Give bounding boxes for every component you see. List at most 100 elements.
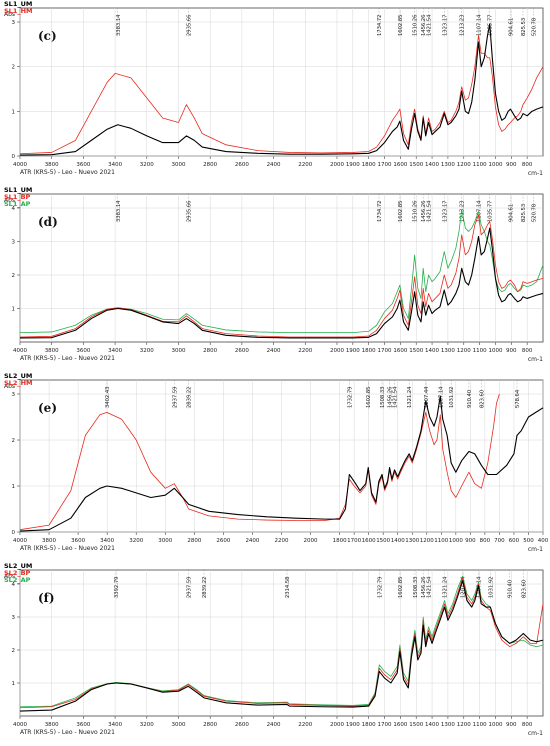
x-tick-label: 3800 (45, 348, 59, 354)
legend-entry: SL2_AP (4, 576, 31, 584)
y-tick-label: 3 (12, 392, 16, 398)
peak-label: 1323.17 (442, 201, 448, 222)
x-tick-label: 2200 (275, 538, 289, 544)
spectrum-line (19, 575, 544, 708)
x-tick-label: 1400 (425, 722, 439, 728)
panel-label: (f) (38, 591, 55, 605)
x-tick-label: 3000 (158, 538, 172, 544)
x-tick-label: 3200 (140, 348, 154, 354)
peak-label: 1456.26 (421, 201, 427, 222)
peak-label: 1508.33 (380, 387, 386, 408)
x-tick-label: 1500 (409, 722, 423, 728)
peak-label: 3402.43 (105, 387, 111, 408)
x-axis-unit: cm-1 (528, 546, 543, 553)
x-tick-label: 4000 (13, 538, 27, 544)
x-tick-label: 1300 (441, 348, 455, 354)
peak-label: 1421.54 (427, 576, 433, 598)
spectrum-panel: 4000 3800 3600 3400 3200 3000 2800 2600 2400 2200… (0, 372, 550, 562)
x-tick-label: 4000 (13, 348, 27, 354)
spectrum-line (19, 23, 544, 156)
peak-label: 2937.59 (186, 577, 192, 598)
peak-label: 1602.85 (398, 201, 404, 222)
peak-label: 1031.92 (449, 387, 455, 408)
peak-label: 1323.17 (442, 15, 448, 36)
peak-label: 1321.24 (407, 386, 413, 408)
y-axis-title: Abs (4, 573, 15, 580)
peak-label: 1421.54 (393, 386, 399, 408)
x-axis-unit: cm-1 (528, 170, 543, 177)
x-tick-label: 700 (494, 538, 505, 544)
x-tick-label: 1000 (488, 162, 502, 168)
x-tick-label: 900 (465, 538, 476, 544)
spectrum-line (19, 395, 544, 532)
peak-label: 2937.59 (172, 387, 178, 408)
peak-label: 1213.23 (460, 201, 466, 222)
peak-label: 910.40 (508, 580, 514, 598)
peak-label: 1421.54 (427, 200, 433, 222)
x-axis-unit: cm-1 (528, 356, 543, 363)
peak-label: 1456.26 (421, 15, 427, 36)
spectrum-line (19, 227, 544, 339)
x-tick-label: 1500 (409, 162, 423, 168)
x-tick-label: 2800 (203, 348, 217, 354)
peak-label: 1107.14 (438, 386, 444, 408)
instrument-footer: ATR (KRS-5) - Leo - Nuevo 2021 (20, 729, 115, 736)
spectrum-panel: 4000 3800 3600 3400 3200 3000 2800 2600 2400 2200… (0, 186, 550, 372)
x-tick-label: 1600 (393, 162, 407, 168)
peak-label: 1508.33 (413, 577, 419, 598)
spectrum-line (19, 580, 544, 712)
spectrum-panel: 4000 3800 3600 3400 3200 3000 2800 2600 2400 2200… (0, 0, 550, 186)
x-tick-label: 1200 (457, 162, 471, 168)
y-tick-label: 4 (12, 206, 16, 212)
x-tick-label: 3200 (129, 538, 143, 544)
peak-label: 904.61 (509, 204, 515, 222)
x-tick-label: 3000 (171, 722, 185, 728)
x-tick-label: 2400 (267, 722, 281, 728)
peak-label: 2935.66 (187, 201, 193, 222)
x-tick-label: 1900 (346, 348, 360, 354)
x-tick-label: 1100 (473, 162, 487, 168)
peak-label: 825.53 (521, 204, 527, 222)
panel-label: (d) (38, 215, 58, 229)
x-tick-label: 3400 (108, 722, 122, 728)
x-tick-label: 1100 (473, 348, 487, 354)
peak-label: 3383.14 (116, 200, 122, 222)
x-tick-label: 2200 (298, 162, 312, 168)
x-tick-label: 1200 (457, 722, 471, 728)
y-tick-label: 0 (12, 154, 16, 160)
peak-label: 1734.72 (377, 201, 383, 222)
x-tick-label: 400 (538, 538, 549, 544)
x-tick-label: 2600 (235, 722, 249, 728)
y-tick-label: 3 (12, 20, 16, 26)
peak-label: 1035.77 (488, 15, 494, 36)
x-tick-label: 2400 (267, 162, 281, 168)
x-tick-label: 3000 (171, 162, 185, 168)
x-tick-label: 1000 (488, 348, 502, 354)
peak-label: 904.61 (509, 18, 515, 36)
y-tick-label: 3 (12, 615, 16, 621)
spectrum-line (19, 214, 544, 338)
peak-label: 1602.85 (398, 577, 404, 598)
peak-label: 1107.14 (476, 14, 482, 36)
legend-entry: SL1_HM (4, 7, 33, 15)
y-tick-label: 0 (12, 530, 16, 536)
peak-label: 2839.22 (187, 387, 193, 408)
x-tick-label: 4000 (13, 722, 27, 728)
spectrum-chart: 4000 3800 3600 3400 3200 3000 2800 2600 2400 2200… (4, 186, 544, 363)
x-tick-label: 2400 (267, 348, 281, 354)
peak-label: 1207.44 (424, 386, 430, 408)
legend-entry: SL1_UM (4, 186, 32, 194)
x-tick-label: 1500 (409, 348, 423, 354)
x-tick-label: 800 (522, 162, 533, 168)
spectrum-chart: 4000 3800 3600 3400 3200 3000 2800 2600 2400 2200… (4, 372, 549, 553)
peak-label: 1456.26 (421, 577, 427, 598)
peak-label: 1213.23 (460, 15, 466, 36)
x-tick-label: 900 (506, 722, 517, 728)
peak-label: 3383.14 (116, 14, 122, 36)
x-tick-label: 1700 (378, 722, 392, 728)
y-tick-label: 1 (12, 484, 16, 490)
legend-entry: SL2_UM (4, 372, 32, 380)
x-tick-label: 2000 (330, 162, 344, 168)
peak-label: 1602.85 (366, 387, 372, 408)
x-tick-label: 1300 (441, 162, 455, 168)
